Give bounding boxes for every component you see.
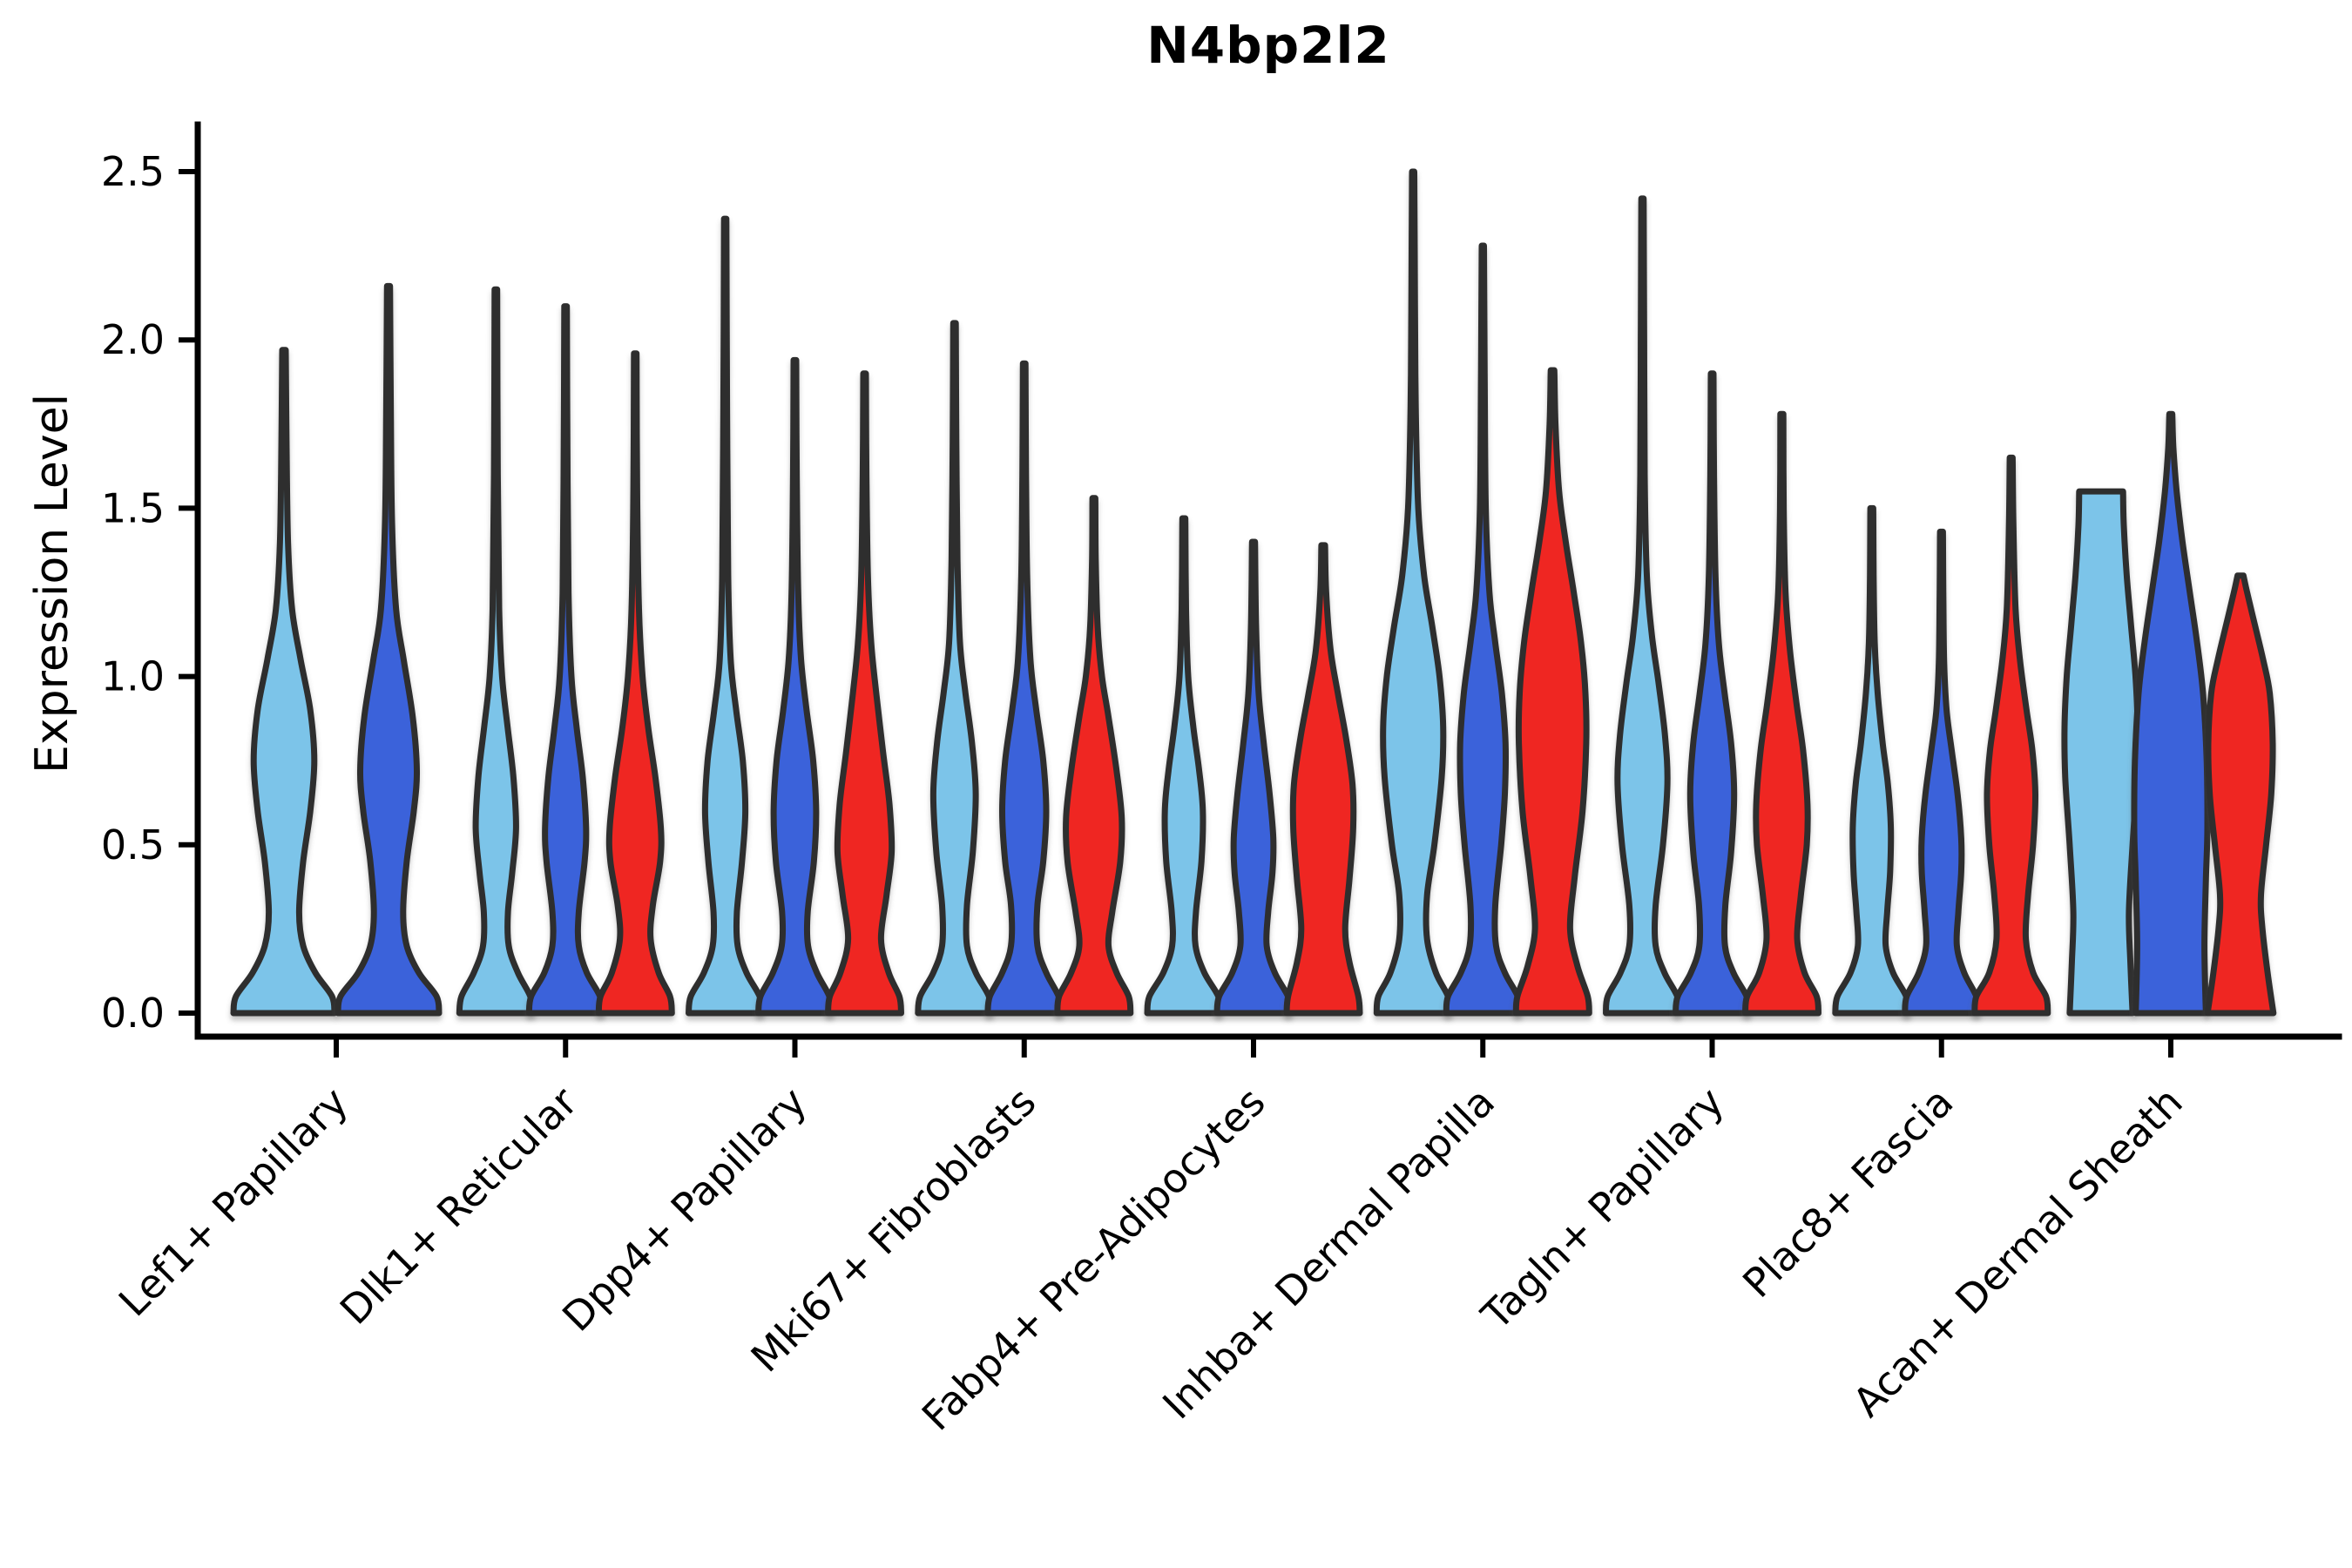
violin-fabp4-pre-adipocytes-split-1	[1144, 515, 1224, 1017]
violin-dlk1-reticular-split-2	[525, 303, 605, 1017]
violin-mki67-fibroblasts-split-3	[1054, 495, 1134, 1017]
violin-mki67-fibroblasts-split-1	[915, 320, 995, 1017]
violin-inhba-dermal-papilla-split-3	[1512, 367, 1592, 1017]
violin-dlk1-reticular-split-3	[595, 350, 675, 1017]
violin-dpp4-papillary-split-1	[686, 215, 765, 1017]
y-tick-label: 0.0	[101, 990, 165, 1037]
y-tick-label: 1.0	[101, 653, 165, 700]
violin-lef1-papillary-split-1	[230, 347, 338, 1017]
violin-acan-dermal-sheath-split-2	[2131, 410, 2211, 1017]
violin-lef1-papillary-split-2	[335, 282, 443, 1017]
violin-inhba-dermal-papilla-split-1	[1373, 168, 1453, 1017]
violin-acan-dermal-sheath-split-3	[2204, 572, 2277, 1017]
y-tick-label: 0.5	[101, 821, 165, 868]
violin-tagln-papillary-split-1	[1603, 195, 1682, 1017]
violin-plac8-fascia-split-1	[1832, 504, 1912, 1017]
violin-fabp4-pre-adipocytes-split-2	[1213, 538, 1294, 1017]
x-tick-label: Plac8+ Fascia	[1734, 1078, 1962, 1307]
x-tick-label: Dpp4+ Papillary	[553, 1078, 815, 1341]
violin-dpp4-papillary-split-3	[825, 370, 904, 1017]
violin-tagln-papillary-split-2	[1673, 370, 1752, 1017]
x-tick-label: Tagln+ Papillary	[1472, 1078, 1734, 1340]
violin-acan-dermal-sheath-split-1	[2061, 488, 2141, 1017]
violin-dlk1-reticular-split-1	[456, 286, 536, 1017]
violin-fabp4-pre-adipocytes-split-3	[1283, 542, 1363, 1017]
y-tick-label: 2.0	[101, 316, 165, 363]
violins	[230, 168, 2277, 1017]
chart-title: N4bp2l2	[1146, 16, 1390, 75]
y-tick-label: 1.5	[101, 484, 165, 531]
violin-plac8-fascia-split-3	[1971, 454, 2051, 1017]
violin-dpp4-papillary-split-2	[755, 356, 835, 1017]
x-tick-label: Dlk1+ Reticular	[331, 1078, 586, 1334]
axes	[179, 121, 2342, 1058]
y-tick-label: 2.5	[101, 148, 165, 195]
violin-plac8-fascia-split-2	[1902, 528, 1982, 1017]
y-axis-label: Expression Level	[26, 393, 78, 774]
violin-tagln-papillary-split-3	[1742, 410, 1821, 1017]
violin-inhba-dermal-papilla-split-2	[1443, 242, 1523, 1017]
x-tick-label: Lef1+ Papillary	[110, 1078, 357, 1326]
violin-mki67-fibroblasts-split-2	[984, 360, 1064, 1017]
